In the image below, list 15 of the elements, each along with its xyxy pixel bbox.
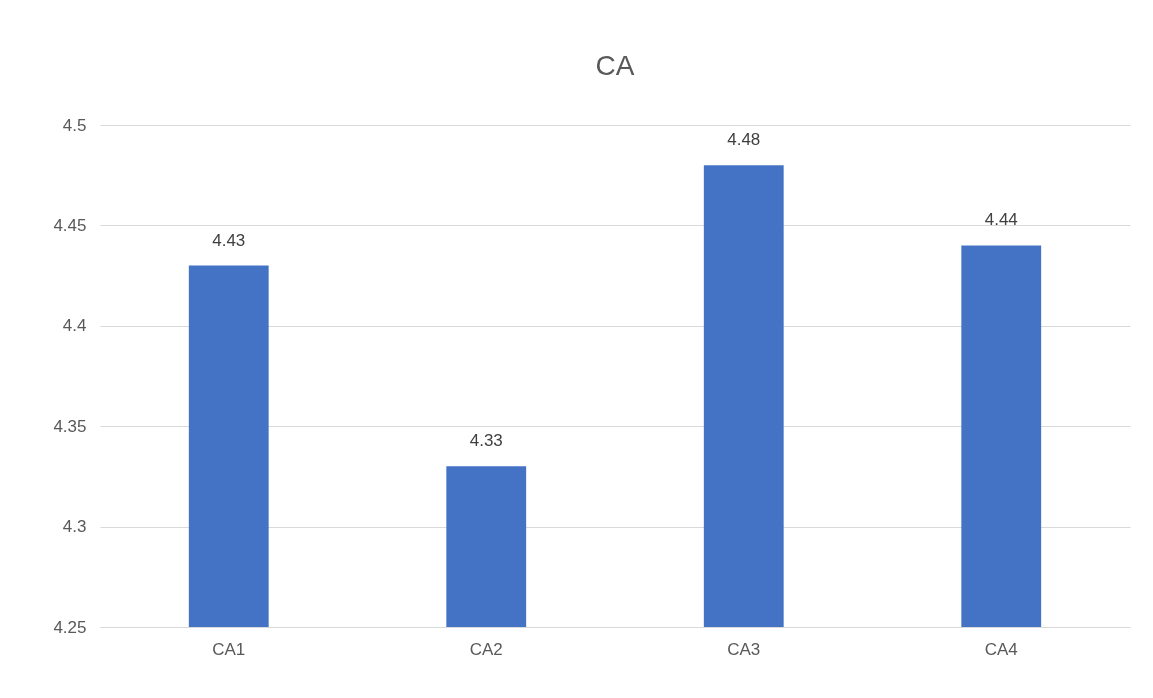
data-label: 4.48 (727, 130, 761, 150)
data-label: 4.43 (212, 230, 246, 250)
data-label: 4.44 (984, 210, 1018, 230)
x-tick-label: CA2 (469, 639, 503, 659)
x-tick-label: CA3 (727, 639, 761, 659)
chart-title: CA (595, 50, 635, 81)
y-tick-label: 4.35 (53, 416, 87, 436)
y-tick-label: 4.5 (62, 115, 87, 135)
y-tick-label: 4.45 (53, 215, 87, 235)
x-tick-label: CA4 (984, 639, 1018, 659)
y-tick-label: 4.3 (62, 517, 87, 537)
y-tick-label: 4.4 (62, 316, 87, 336)
x-tick-label: CA1 (212, 639, 246, 659)
y-tick-label: 4.25 (53, 617, 87, 637)
data-label: 4.33 (469, 431, 503, 451)
